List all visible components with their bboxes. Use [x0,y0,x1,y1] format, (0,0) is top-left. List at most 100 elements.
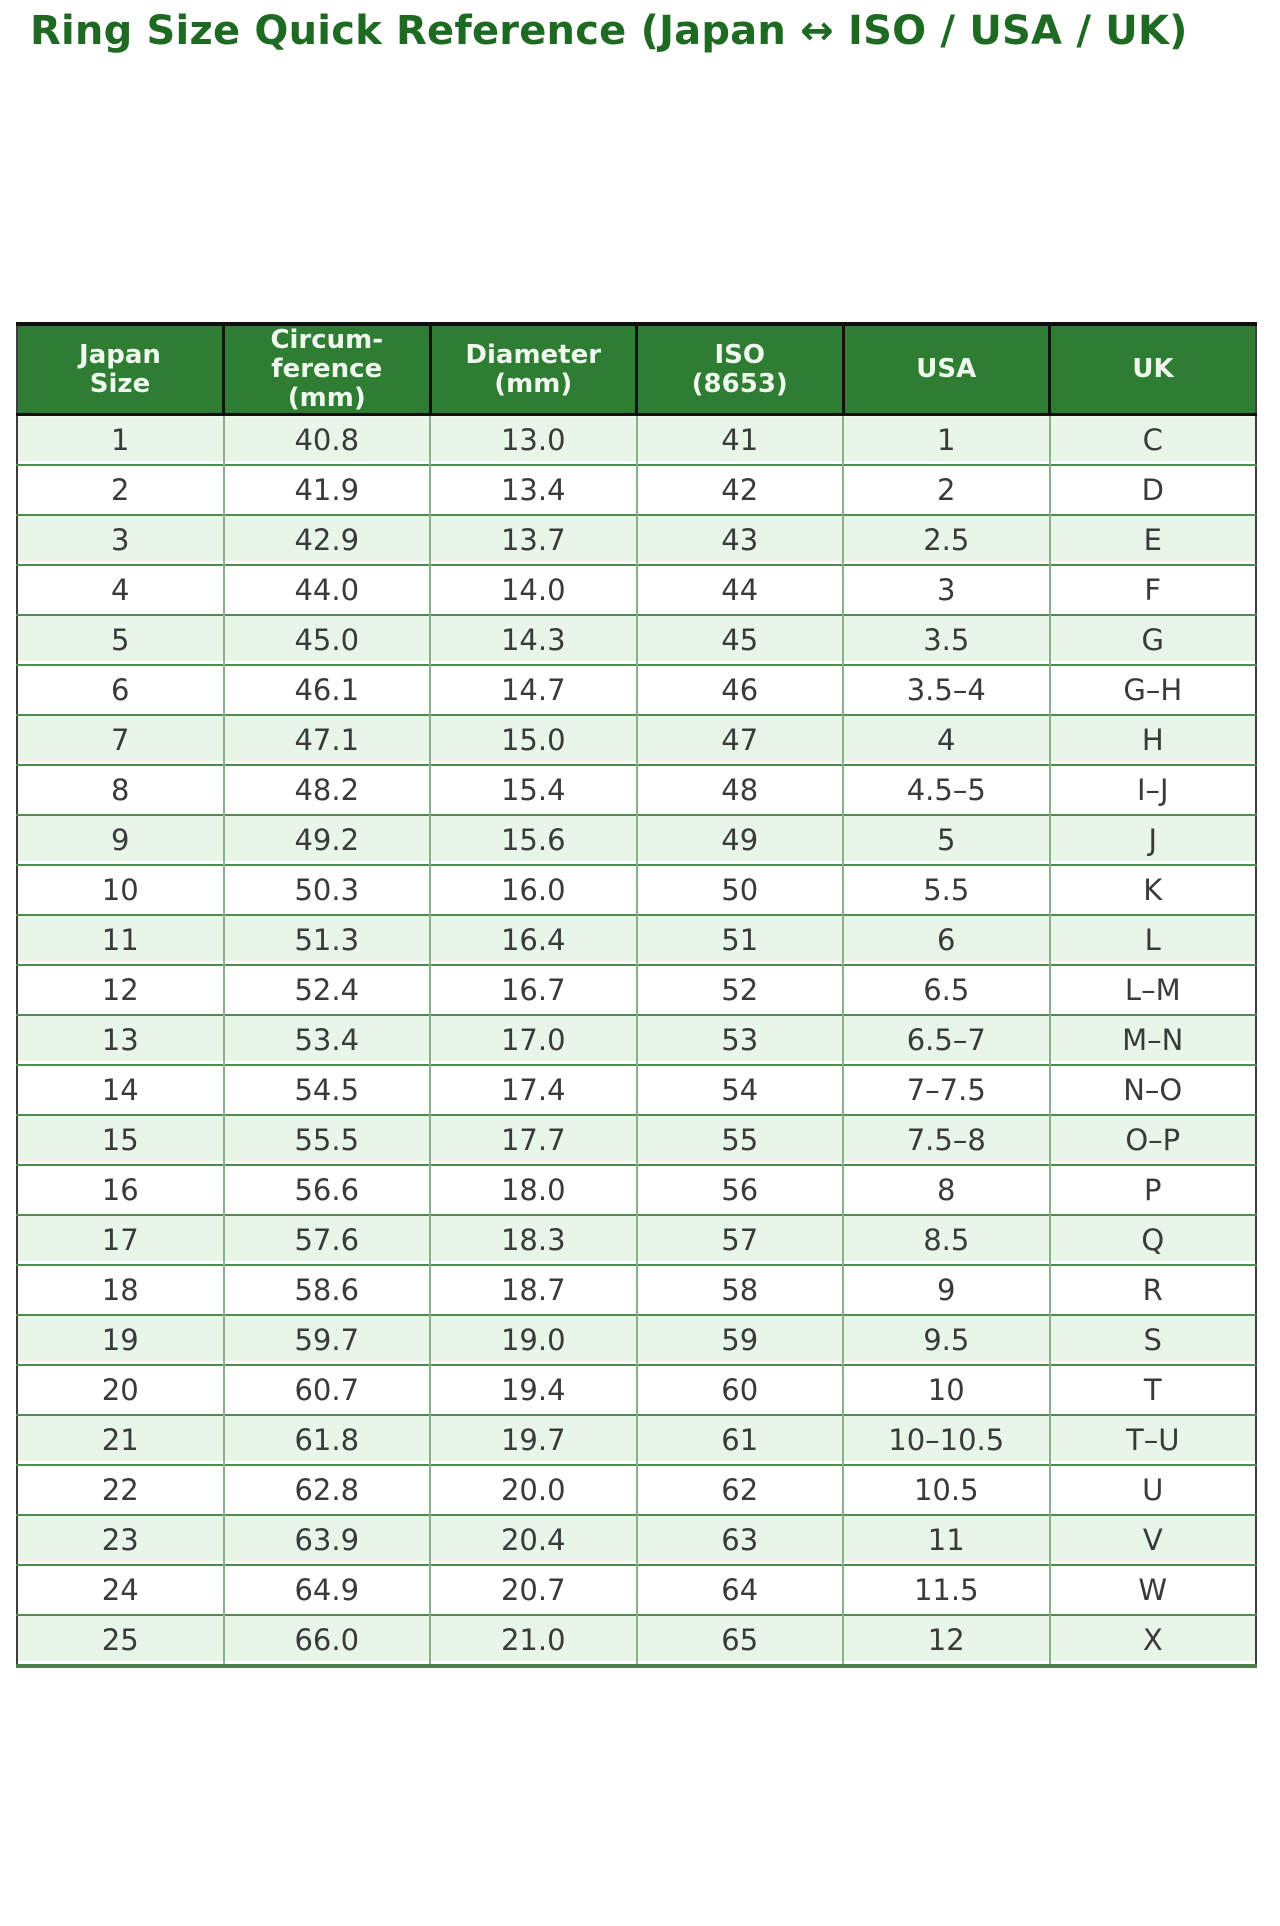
table-row: 24 64.9 20.7 64 11.5 W [17,1564,1256,1615]
cell-uk: M–N [1048,1014,1256,1065]
cell-uk: F [1048,564,1256,615]
cell-japan-size: 13 [17,1014,224,1065]
cell-circumference-mm: 64.9 [222,1564,430,1615]
column-header-diameter-mm: Diameter (mm) [428,324,637,416]
cell-uk: S [1048,1314,1256,1365]
table-row: 19 59.7 19.0 59 9.5 S [17,1314,1256,1365]
page-title: Ring Size Quick Reference (Japan ↔ ISO /… [30,8,1188,54]
cell-circumference-mm: 41.9 [222,464,430,515]
cell-circumference-mm: 59.7 [222,1314,430,1365]
cell-diameter-mm: 15.0 [429,714,637,765]
table-row: 13 53.4 17.0 53 6.5–7 M–N [17,1014,1256,1065]
cell-diameter-mm: 19.4 [429,1364,637,1415]
cell-diameter-mm: 16.7 [429,964,637,1015]
table-row: 2 41.9 13.4 42 2 D [17,464,1256,515]
cell-iso-8653: 46 [635,664,843,715]
table-row: 14 54.5 17.4 54 7–7.5 N–O [17,1064,1256,1115]
cell-japan-size: 11 [17,914,224,965]
cell-uk: T [1048,1364,1256,1415]
column-header-usa: USA [841,324,1050,416]
cell-usa: 6.5–7 [842,1014,1050,1065]
cell-japan-size: 3 [17,514,224,565]
cell-japan-size: 9 [17,814,224,865]
table-row: 6 46.1 14.7 46 3.5–4 G–H [17,664,1256,715]
cell-japan-size: 12 [17,964,224,1015]
cell-uk: V [1048,1514,1256,1565]
cell-iso-8653: 60 [635,1364,843,1415]
cell-diameter-mm: 13.0 [429,414,637,465]
cell-circumference-mm: 44.0 [222,564,430,615]
table-row: 16 56.6 18.0 56 8 P [17,1164,1256,1215]
cell-circumference-mm: 42.9 [222,514,430,565]
cell-usa: 10.5 [842,1464,1050,1515]
cell-uk: E [1048,514,1256,565]
cell-diameter-mm: 21.0 [429,1614,637,1666]
table-row: 22 62.8 20.0 62 10.5 U [17,1464,1256,1515]
table-row: 9 49.2 15.6 49 5 J [17,814,1256,865]
cell-diameter-mm: 14.0 [429,564,637,615]
cell-usa: 4 [842,714,1050,765]
ring-size-table: Japan Size Circum- ference (mm) Diameter… [16,322,1257,1668]
cell-circumference-mm: 50.3 [222,864,430,915]
cell-iso-8653: 55 [635,1114,843,1165]
cell-diameter-mm: 20.7 [429,1564,637,1615]
cell-usa: 3 [842,564,1050,615]
cell-circumference-mm: 46.1 [222,664,430,715]
cell-japan-size: 10 [17,864,224,915]
cell-japan-size: 18 [17,1264,224,1315]
cell-diameter-mm: 20.4 [429,1514,637,1565]
cell-japan-size: 6 [17,664,224,715]
cell-usa: 8 [842,1164,1050,1215]
cell-japan-size: 21 [17,1414,224,1465]
cell-usa: 5.5 [842,864,1050,915]
cell-circumference-mm: 56.6 [222,1164,430,1215]
table-row: 1 40.8 13.0 41 1 C [17,414,1256,465]
table-row: 12 52.4 16.7 52 6.5 L–M [17,964,1256,1015]
cell-iso-8653: 63 [635,1514,843,1565]
cell-uk: U [1048,1464,1256,1515]
cell-diameter-mm: 16.0 [429,864,637,915]
cell-uk: Q [1048,1214,1256,1265]
cell-circumference-mm: 58.6 [222,1264,430,1315]
cell-japan-size: 4 [17,564,224,615]
cell-iso-8653: 52 [635,964,843,1015]
cell-iso-8653: 41 [635,414,843,465]
cell-uk: K [1048,864,1256,915]
cell-uk: N–O [1048,1064,1256,1115]
cell-iso-8653: 51 [635,914,843,965]
cell-uk: T–U [1048,1414,1256,1465]
table-row: 10 50.3 16.0 50 5.5 K [17,864,1256,915]
cell-iso-8653: 49 [635,814,843,865]
cell-usa: 11.5 [842,1564,1050,1615]
table-row: 11 51.3 16.4 51 6 L [17,914,1256,965]
cell-uk: G [1048,614,1256,665]
cell-circumference-mm: 55.5 [222,1114,430,1165]
cell-uk: J [1048,814,1256,865]
column-header-circumference-mm: Circum- ference (mm) [222,324,430,416]
cell-uk: G–H [1048,664,1256,715]
cell-circumference-mm: 63.9 [222,1514,430,1565]
cell-iso-8653: 57 [635,1214,843,1265]
cell-usa: 2 [842,464,1050,515]
cell-usa: 3.5–4 [842,664,1050,715]
cell-diameter-mm: 18.0 [429,1164,637,1215]
cell-japan-size: 8 [17,764,224,815]
cell-iso-8653: 58 [635,1264,843,1315]
cell-diameter-mm: 19.0 [429,1314,637,1365]
cell-diameter-mm: 13.7 [429,514,637,565]
cell-diameter-mm: 15.4 [429,764,637,815]
cell-usa: 10–10.5 [842,1414,1050,1465]
column-header-uk: UK [1048,324,1256,416]
cell-japan-size: 7 [17,714,224,765]
cell-iso-8653: 54 [635,1064,843,1115]
cell-iso-8653: 42 [635,464,843,515]
cell-uk: I–J [1048,764,1256,815]
cell-circumference-mm: 66.0 [222,1614,430,1666]
cell-uk: O–P [1048,1114,1256,1165]
cell-usa: 10 [842,1364,1050,1415]
cell-japan-size: 15 [17,1114,224,1165]
cell-iso-8653: 53 [635,1014,843,1065]
ring-size-table-container: Japan Size Circum- ference (mm) Diameter… [16,322,1257,1668]
cell-iso-8653: 47 [635,714,843,765]
table-row: 25 66.0 21.0 65 12 X [17,1614,1256,1666]
